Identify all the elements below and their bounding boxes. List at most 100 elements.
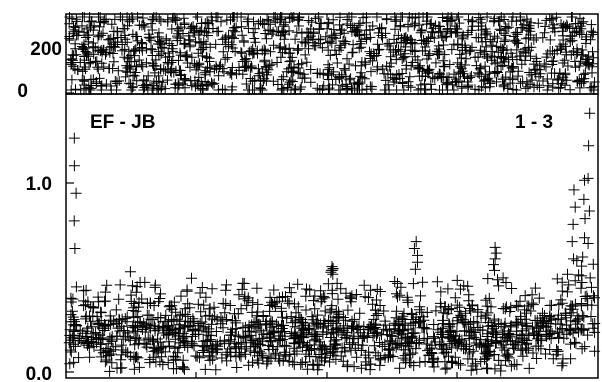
bottom-data-point	[430, 305, 442, 317]
bottom-data-point	[523, 362, 535, 374]
top-data-point	[197, 50, 208, 61]
top-data-point	[345, 20, 356, 31]
top-data-point	[168, 67, 179, 78]
top-data-point	[210, 39, 221, 50]
bottom-data-point	[242, 292, 254, 304]
top-data-point	[421, 16, 432, 27]
top-data-point	[83, 82, 94, 93]
top-data-point	[303, 43, 314, 54]
bottom-data-point	[229, 315, 241, 327]
bottom-data-point	[503, 328, 515, 340]
bottom-peak-point	[489, 253, 501, 265]
top-data-point	[423, 36, 434, 47]
top-data-point	[153, 70, 164, 81]
top-data-point	[474, 63, 485, 74]
top-data-point	[462, 77, 473, 87]
bottom-data-point	[404, 347, 415, 359]
top-data-point	[113, 65, 124, 76]
top-data-point	[291, 27, 302, 38]
top-data-point	[524, 67, 535, 78]
top-data-point	[415, 60, 426, 71]
top-data-point	[185, 23, 196, 34]
bottom-data-point	[517, 332, 529, 344]
bottom-data-point	[191, 350, 203, 362]
top-data-point	[309, 40, 320, 51]
top-data-point	[85, 57, 96, 68]
top-data-point	[575, 21, 586, 32]
bottom-data-point	[251, 282, 263, 294]
top-data-point	[158, 64, 169, 75]
bottom-data-point	[315, 296, 327, 308]
bottom-data-point	[163, 301, 175, 313]
bottom-peak-point	[325, 266, 337, 278]
top-data-point	[521, 33, 531, 44]
top-data-point	[70, 84, 81, 95]
top-panel: 200 0	[17, 12, 600, 102]
bottom-data-point	[222, 346, 234, 358]
bottom-data-point	[493, 280, 505, 292]
top-data-point	[465, 72, 476, 83]
bottom-data-point	[332, 293, 344, 305]
bottom-peak-point	[579, 232, 590, 244]
bottom-data-point	[256, 325, 268, 337]
top-data-point	[415, 79, 426, 90]
top-data-point	[558, 30, 568, 41]
top-data-point	[120, 34, 131, 45]
bottom-data-point	[178, 362, 190, 374]
top-data-point	[284, 56, 295, 67]
top-data-point	[188, 21, 199, 32]
bottom-data-point	[289, 338, 301, 350]
top-data-point	[265, 19, 276, 30]
bottom-data-point	[374, 286, 386, 297]
bottom-data-point	[504, 306, 516, 317]
bottom-data-point	[315, 285, 327, 297]
top-data-point	[388, 77, 399, 87]
top-data-point	[359, 73, 370, 84]
top-data-point	[239, 37, 249, 48]
bottom-data-point	[460, 325, 472, 337]
bottom-data-point	[264, 331, 276, 343]
top-data-point	[372, 39, 383, 50]
bottom-data-point	[241, 299, 253, 311]
bottom-data-point	[217, 297, 229, 309]
bottom-data-point	[410, 343, 422, 355]
bottom-data-point	[325, 328, 337, 340]
top-data-point	[324, 62, 335, 73]
top-data-point	[143, 29, 154, 40]
bottom-data-point	[437, 307, 449, 319]
bottom-data-point	[285, 287, 297, 299]
bottom-data-point	[114, 279, 126, 291]
top-data-point	[222, 52, 233, 63]
top-data-point	[503, 22, 514, 33]
bottom-data-point	[273, 334, 285, 346]
bottom-data-point	[368, 313, 380, 325]
bottom-data-point	[584, 272, 596, 284]
top-data-point	[439, 49, 450, 60]
top-data-point	[275, 52, 286, 63]
top-data-point	[556, 18, 566, 29]
top-data-point	[444, 59, 455, 70]
top-data-point	[110, 42, 121, 53]
top-data-point	[322, 70, 333, 81]
bottom-data-point	[519, 290, 531, 302]
bottom-peak-point	[412, 256, 423, 268]
bottom-data-point	[378, 305, 390, 317]
top-data-point	[409, 20, 420, 31]
bottom-data-point	[144, 334, 156, 346]
bottom-data-point	[443, 350, 454, 362]
top-data-point	[193, 61, 204, 72]
top-data-point	[511, 54, 522, 65]
top-data-point	[576, 74, 587, 85]
top-data-point	[66, 74, 77, 85]
bottom-data-point	[100, 295, 111, 307]
top-data-point	[328, 24, 339, 35]
bottom-peak-point	[327, 268, 339, 280]
top-data-point	[134, 43, 145, 54]
bottom-data-point	[130, 286, 142, 298]
top-data-point	[203, 23, 214, 34]
bottom-data-point	[231, 362, 243, 373]
top-data-point	[574, 75, 585, 86]
top-data-point	[225, 68, 236, 79]
top-data-point	[424, 64, 435, 75]
bottom-data-point	[482, 363, 494, 375]
